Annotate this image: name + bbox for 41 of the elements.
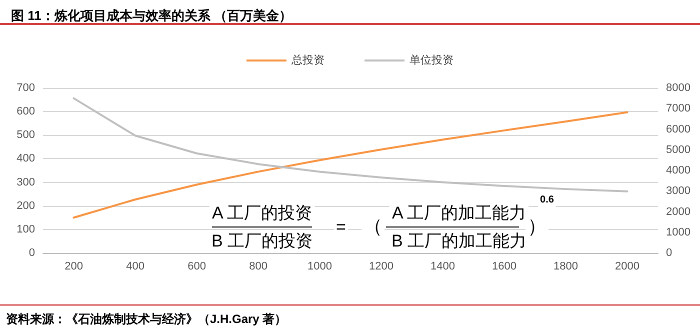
y2-tick-label: 1000 (666, 226, 690, 238)
x-tick-label: 200 (64, 260, 83, 272)
y2-tick-label: 6000 (666, 123, 690, 136)
annotation: B 工厂的加工能力 (391, 232, 527, 250)
x-tick-label: 400 (126, 260, 144, 272)
x-tick-label: 800 (249, 260, 268, 272)
y2-tick-label: 4000 (666, 164, 690, 176)
y2-tick-label: 8000 (666, 82, 690, 94)
annotation: A 工厂的加工能力 (392, 204, 526, 222)
chart-title: 图 11：炼化项目成本与效率的关系 （百万美金） (11, 8, 292, 23)
text: 资料来源：《石油炼制技术与经济》（J.H.Gary 著） (6, 312, 287, 326)
y2-tick-label: 7000 (666, 102, 690, 115)
y2-tick-label: 0 (666, 247, 672, 259)
y-tick-label: 200 (16, 200, 35, 212)
x-tick-label: 1400 (430, 260, 455, 272)
y-tick-label: 500 (16, 129, 35, 142)
y-tick-label: 600 (16, 106, 35, 118)
y-tick-label: 300 (16, 176, 35, 188)
annotation: A 工厂的投资 (212, 204, 312, 222)
annotation: （ (364, 216, 382, 238)
y2-tick-label: 2000 (666, 206, 690, 218)
y-tick-label: 700 (16, 82, 35, 94)
line-series (72, 97, 628, 192)
annotation: B 工厂的投资 (211, 232, 313, 250)
x-tick-label: 600 (188, 260, 206, 272)
legend-label: 总投资 (290, 54, 324, 66)
x-tick-label: 1200 (369, 260, 394, 272)
y-tick-label: 0 (28, 247, 35, 259)
y2-tick-label: 5000 (666, 144, 690, 156)
y-tick-label: 100 (16, 223, 35, 236)
annotation: ） (528, 216, 546, 238)
x-tick-label: 1000 (308, 260, 332, 272)
x-tick-label: 1600 (492, 260, 516, 272)
y-tick-label: 400 (16, 152, 35, 165)
line-series (72, 111, 628, 219)
annotation: 0.6 (540, 194, 554, 206)
y2-tick-label: 3000 (666, 185, 690, 198)
x-tick-label: 1800 (554, 260, 578, 272)
x-tick-label: 2000 (615, 260, 640, 272)
annotation: = (336, 218, 346, 236)
legend-label: 单位投资 (410, 54, 454, 66)
